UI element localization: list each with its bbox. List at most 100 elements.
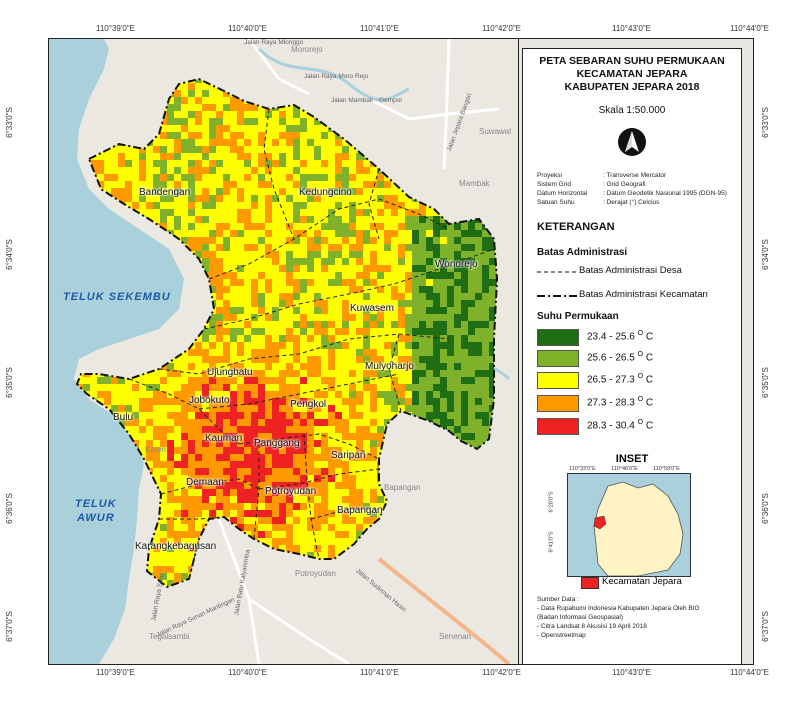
heat-cell <box>342 202 349 209</box>
heat-cell <box>447 405 454 412</box>
heat-cell <box>258 167 265 174</box>
heat-cell <box>279 139 286 146</box>
heat-cell <box>153 405 160 412</box>
heat-cell <box>335 293 342 300</box>
heat-cell <box>307 118 314 125</box>
heat-cell <box>251 258 258 265</box>
heat-cell <box>265 531 272 538</box>
heat-cell <box>482 265 489 272</box>
heat-cell <box>209 195 216 202</box>
heat-cell <box>279 363 286 370</box>
heat-cell <box>104 174 111 181</box>
heat-cell <box>237 405 244 412</box>
heat-cell <box>258 314 265 321</box>
heat-cell <box>167 174 174 181</box>
heat-cell <box>356 335 363 342</box>
heat-cell <box>328 139 335 146</box>
heat-cell <box>174 573 181 580</box>
heat-cell <box>307 538 314 545</box>
heat-cell <box>356 223 363 230</box>
heat-cell <box>125 160 132 167</box>
heat-cell <box>349 363 356 370</box>
heat-cell <box>314 524 321 531</box>
heat-cell <box>279 440 286 447</box>
heat-cell <box>251 531 258 538</box>
heat-cell <box>265 433 272 440</box>
heat-cell <box>321 405 328 412</box>
heat-cell <box>209 370 216 377</box>
heat-cell <box>370 174 377 181</box>
heat-cell <box>251 307 258 314</box>
heat-cell <box>335 496 342 503</box>
heat-cell <box>475 237 482 244</box>
heat-cell <box>335 503 342 510</box>
heat-cell <box>461 419 468 426</box>
heat-cell <box>251 440 258 447</box>
heat-cell <box>286 433 293 440</box>
lon-tick-top: 110°42'0"E <box>482 24 522 33</box>
heat-cell <box>146 433 153 440</box>
heat-cell <box>139 146 146 153</box>
heat-cell <box>258 265 265 272</box>
map-title-line1: PETA SEBARAN SUHU PERMUKAAN <box>539 55 725 67</box>
heat-cell <box>237 321 244 328</box>
heat-cell <box>272 377 279 384</box>
heat-cell <box>258 174 265 181</box>
heat-cell <box>349 468 356 475</box>
heat-cell <box>230 272 237 279</box>
heat-cell <box>181 139 188 146</box>
heat-cell <box>188 517 195 524</box>
heat-cell <box>377 181 384 188</box>
heat-cell <box>286 300 293 307</box>
heat-cell <box>279 125 286 132</box>
heat-cell <box>300 496 307 503</box>
heat-cell <box>335 398 342 405</box>
heat-cell <box>440 391 447 398</box>
heat-cell <box>188 405 195 412</box>
heat-cell <box>482 426 489 433</box>
heat-cell <box>328 265 335 272</box>
map-canvas[interactable]: TELUK SEKEMBU TELUK AWUR Mororejo Suwawa… <box>48 38 519 665</box>
heat-cell <box>174 531 181 538</box>
heat-cell <box>433 258 440 265</box>
heat-cell <box>398 272 405 279</box>
heat-cell <box>258 440 265 447</box>
heat-cell <box>272 342 279 349</box>
heat-cell <box>195 356 202 363</box>
heat-cell <box>181 363 188 370</box>
heat-cell <box>244 167 251 174</box>
heat-cell <box>286 342 293 349</box>
heat-cell <box>223 370 230 377</box>
heat-cell <box>125 398 132 405</box>
heat-cell <box>195 335 202 342</box>
heat-cell <box>125 377 132 384</box>
heat-cell <box>202 475 209 482</box>
heat-cell <box>433 356 440 363</box>
heat-cell <box>286 258 293 265</box>
heat-cell <box>454 433 461 440</box>
heat-cell <box>419 223 426 230</box>
heat-cell <box>251 489 258 496</box>
heat-cell <box>167 384 174 391</box>
heat-cell <box>139 391 146 398</box>
heat-cell <box>146 384 153 391</box>
heat-cell <box>349 153 356 160</box>
heat-cell <box>293 286 300 293</box>
heat-cell <box>279 272 286 279</box>
heat-cell <box>363 454 370 461</box>
heat-cell <box>237 160 244 167</box>
heat-cell <box>195 237 202 244</box>
heat-cell <box>300 258 307 265</box>
heat-cell <box>216 223 223 230</box>
heat-cell <box>265 160 272 167</box>
heat-cell <box>293 377 300 384</box>
heat-cell <box>125 202 132 209</box>
heat-cell <box>342 405 349 412</box>
heat-cell <box>314 167 321 174</box>
heat-cell <box>363 216 370 223</box>
heat-cell <box>223 244 230 251</box>
heat-cell <box>335 216 342 223</box>
heat-cell <box>97 391 104 398</box>
heat-cell <box>237 104 244 111</box>
heat-cell <box>447 258 454 265</box>
